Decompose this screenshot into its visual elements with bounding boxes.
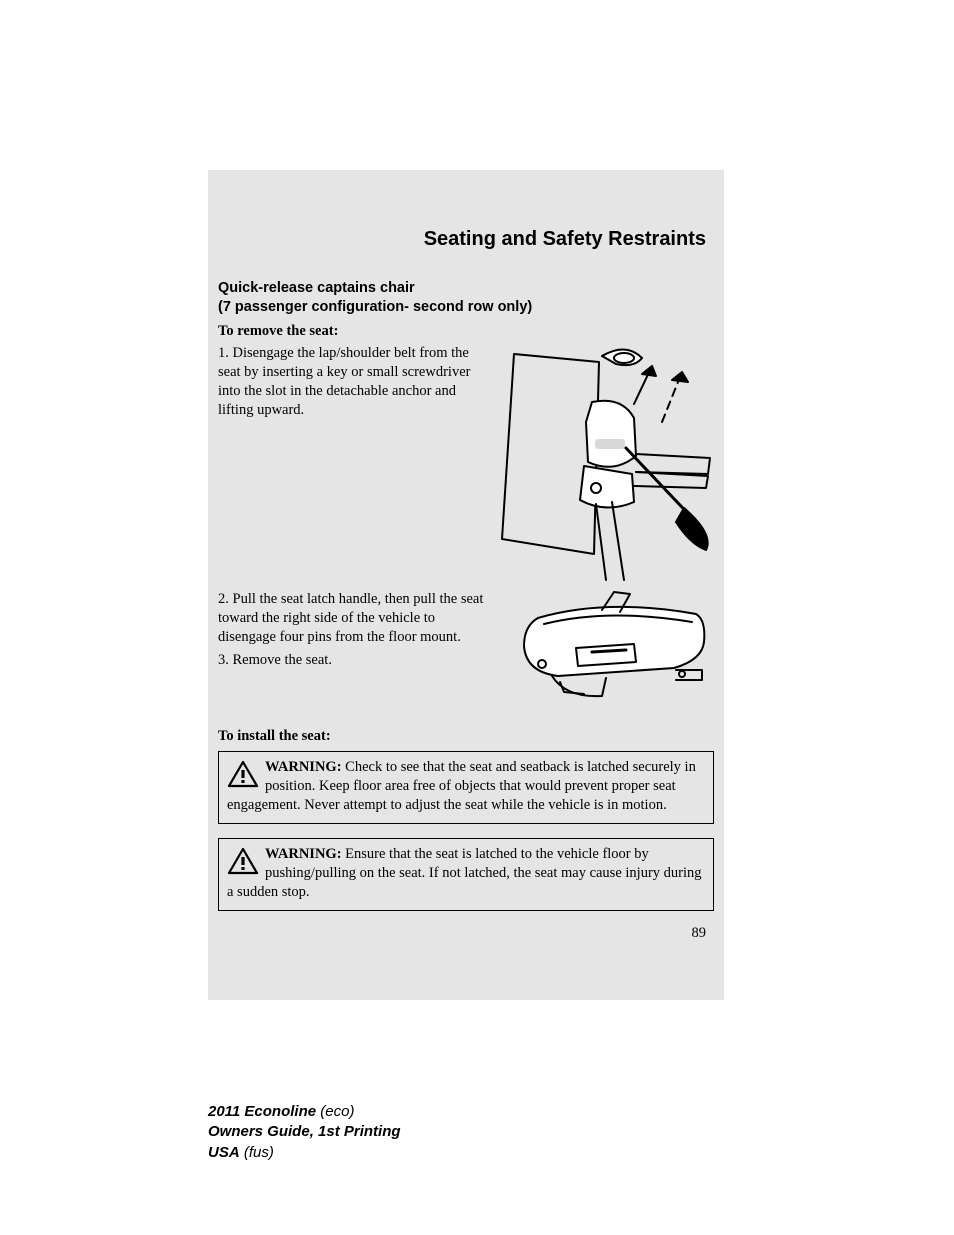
figure-2 <box>506 590 714 710</box>
section-heading-line1: Quick-release captains chair <box>218 280 415 296</box>
footer-model: 2011 Econoline <box>208 1103 316 1120</box>
footer-guide: Owners Guide, 1st Printing <box>208 1122 401 1142</box>
section-heading: Quick-release captains chair (7 passenge… <box>218 279 714 317</box>
remove-heading: To remove the seat: <box>218 323 714 340</box>
install-heading: To install the seat: <box>218 728 714 745</box>
warning1-label: WARNING: <box>265 759 342 775</box>
warning-icon <box>227 760 259 788</box>
step2-col: 2. Pull the seat latch handle, then pull… <box>218 590 506 671</box>
footer-model-code: (eco) <box>316 1103 354 1120</box>
page-number: 89 <box>218 925 714 942</box>
footer-region-code: (fus) <box>240 1144 274 1161</box>
chapter-title: Seating and Safety Restraints <box>218 228 714 251</box>
step1-text: 1. Disengage the lap/shoulder belt from … <box>218 344 484 421</box>
step3-text: 3. Remove the seat. <box>218 651 496 670</box>
step1-row: 1. Disengage the lap/shoulder belt from … <box>218 344 714 582</box>
warning-icon <box>227 847 259 875</box>
footer: 2011 Econoline (eco) Owners Guide, 1st P… <box>208 1102 401 1163</box>
warning2-label: WARNING: <box>265 846 342 862</box>
figure-1 <box>484 344 714 582</box>
step2-row: 2. Pull the seat latch handle, then pull… <box>218 590 714 710</box>
step2-text: 2. Pull the seat latch handle, then pull… <box>218 590 496 647</box>
section-heading-line2: (7 passenger configuration- second row o… <box>218 299 532 315</box>
warning-box-1: WARNING: Check to see that the seat and … <box>218 751 714 824</box>
page-content: Seating and Safety Restraints Quick-rele… <box>208 228 724 942</box>
footer-region: USA <box>208 1144 240 1161</box>
warning-box-2: WARNING: Ensure that the seat is latched… <box>218 838 714 911</box>
